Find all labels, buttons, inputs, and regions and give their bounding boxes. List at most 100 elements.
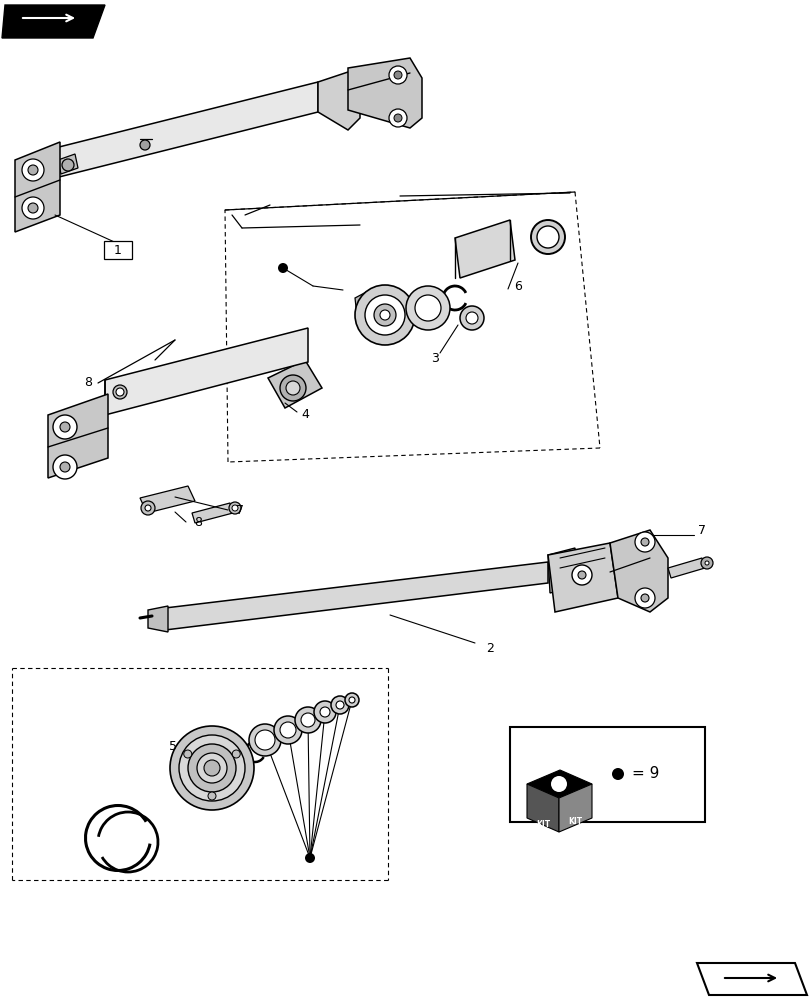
Circle shape <box>577 571 586 579</box>
Circle shape <box>320 707 329 717</box>
Polygon shape <box>667 558 704 578</box>
Bar <box>509 727 704 822</box>
Polygon shape <box>547 548 577 593</box>
Text: 5: 5 <box>169 740 177 754</box>
Polygon shape <box>105 328 307 415</box>
Text: 8: 8 <box>84 376 92 389</box>
Circle shape <box>255 730 275 750</box>
Polygon shape <box>526 784 558 832</box>
Circle shape <box>232 505 238 511</box>
Circle shape <box>141 501 155 515</box>
Text: 3: 3 <box>431 352 439 364</box>
Circle shape <box>113 385 127 399</box>
Circle shape <box>414 295 440 321</box>
Circle shape <box>349 697 354 703</box>
Circle shape <box>700 557 712 569</box>
Polygon shape <box>15 142 60 232</box>
Circle shape <box>611 768 623 780</box>
Circle shape <box>60 422 70 432</box>
Polygon shape <box>318 72 359 130</box>
Text: = 9: = 9 <box>631 766 659 782</box>
Polygon shape <box>139 486 195 513</box>
Text: 7: 7 <box>697 524 705 536</box>
Circle shape <box>183 750 191 758</box>
Polygon shape <box>354 290 371 316</box>
Circle shape <box>208 792 216 800</box>
Circle shape <box>53 415 77 439</box>
Text: 7: 7 <box>236 504 243 516</box>
Polygon shape <box>55 82 318 178</box>
Circle shape <box>704 561 708 565</box>
Circle shape <box>22 197 44 219</box>
Circle shape <box>345 693 358 707</box>
Bar <box>104 241 132 259</box>
Text: 1: 1 <box>114 243 122 256</box>
Circle shape <box>277 263 288 273</box>
Polygon shape <box>547 543 617 612</box>
Polygon shape <box>348 58 422 128</box>
Circle shape <box>460 306 483 330</box>
Circle shape <box>466 312 478 324</box>
Polygon shape <box>48 394 108 478</box>
Polygon shape <box>268 360 322 408</box>
Circle shape <box>249 724 281 756</box>
Circle shape <box>354 285 414 345</box>
Circle shape <box>388 66 406 84</box>
Circle shape <box>188 744 236 792</box>
Circle shape <box>640 594 648 602</box>
Polygon shape <box>2 5 105 38</box>
Circle shape <box>305 853 315 863</box>
Circle shape <box>53 455 77 479</box>
Polygon shape <box>148 606 168 632</box>
Circle shape <box>571 565 591 585</box>
Circle shape <box>116 388 124 396</box>
Circle shape <box>204 760 220 776</box>
Circle shape <box>380 310 389 320</box>
Circle shape <box>197 753 227 783</box>
Polygon shape <box>191 503 233 523</box>
Circle shape <box>393 114 401 122</box>
Circle shape <box>285 381 299 395</box>
Circle shape <box>28 203 38 213</box>
Polygon shape <box>609 530 667 612</box>
Text: 6: 6 <box>513 280 521 294</box>
Circle shape <box>634 532 654 552</box>
Circle shape <box>178 735 245 801</box>
Polygon shape <box>558 784 591 832</box>
Circle shape <box>139 140 150 150</box>
Circle shape <box>232 750 240 758</box>
Circle shape <box>22 159 44 181</box>
Circle shape <box>169 726 254 810</box>
Circle shape <box>301 713 315 727</box>
Circle shape <box>393 71 401 79</box>
Circle shape <box>365 295 405 335</box>
Circle shape <box>374 304 396 326</box>
Circle shape <box>634 588 654 608</box>
Circle shape <box>294 707 320 733</box>
Circle shape <box>406 286 449 330</box>
Circle shape <box>388 109 406 127</box>
Circle shape <box>273 716 302 744</box>
Polygon shape <box>526 770 591 798</box>
Polygon shape <box>454 220 514 278</box>
Circle shape <box>336 701 344 709</box>
Circle shape <box>536 226 558 248</box>
Polygon shape <box>696 963 806 995</box>
Circle shape <box>62 159 74 171</box>
Circle shape <box>145 505 151 511</box>
Text: 2: 2 <box>486 642 493 654</box>
Circle shape <box>28 165 38 175</box>
Circle shape <box>280 722 296 738</box>
Circle shape <box>60 462 70 472</box>
Text: 8: 8 <box>194 516 202 528</box>
Circle shape <box>530 220 564 254</box>
Circle shape <box>280 375 306 401</box>
Circle shape <box>551 776 566 792</box>
Polygon shape <box>58 154 78 174</box>
Circle shape <box>229 502 241 514</box>
Text: KIT: KIT <box>567 817 581 826</box>
Text: KIT: KIT <box>535 820 549 829</box>
Polygon shape <box>165 562 547 630</box>
Circle shape <box>331 696 349 714</box>
Circle shape <box>640 538 648 546</box>
